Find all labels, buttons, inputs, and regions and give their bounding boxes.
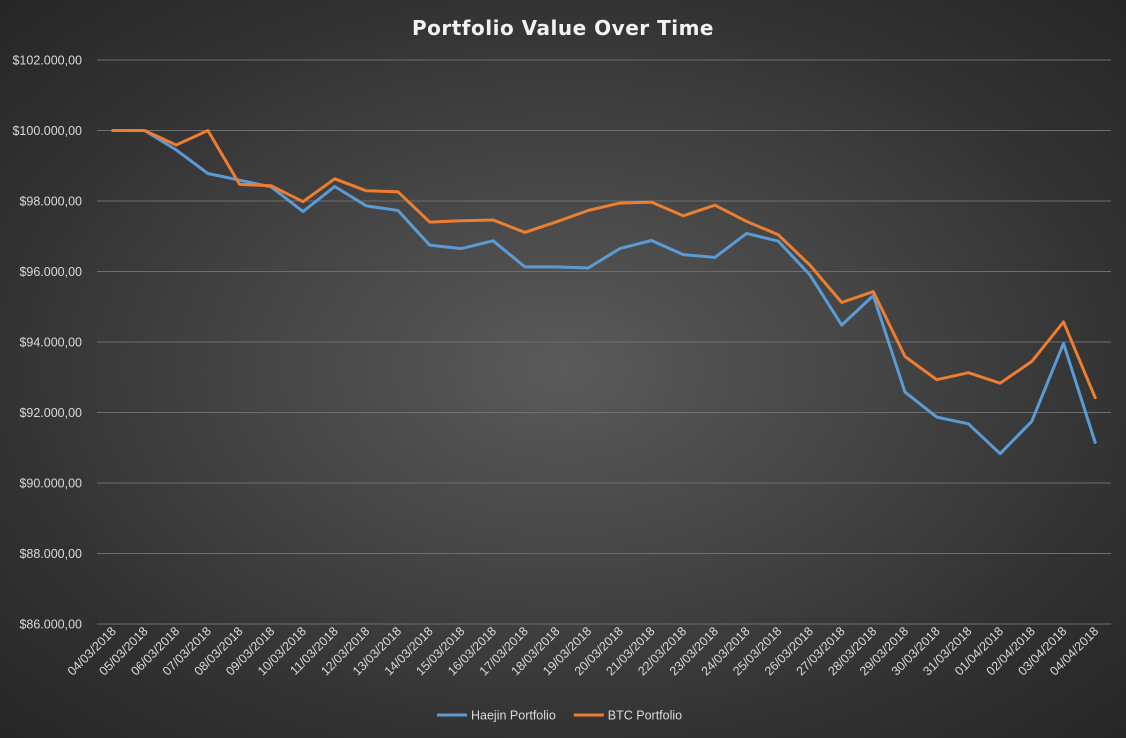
y-tick-label: $102.000,00 bbox=[12, 54, 82, 68]
y-tick-label: $98.000,00 bbox=[19, 195, 82, 209]
legend: Haejin Portfolio BTC Portfolio bbox=[437, 709, 682, 723]
series-line-haejin-portfolio bbox=[111, 129, 1097, 456]
gridlines bbox=[97, 59, 1111, 625]
y-axis: $86.000,00 $88.000,00 $90.000,00 $92.000,00… bbox=[12, 54, 82, 632]
legend-label-haejin-portfolio: Haejin Portfolio bbox=[471, 709, 556, 723]
chart-title: Portfolio Value Over Time bbox=[412, 16, 714, 40]
y-tick-label: $88.000,00 bbox=[19, 547, 82, 561]
y-tick-label: $94.000,00 bbox=[19, 336, 82, 350]
series-lines bbox=[111, 129, 1097, 456]
legend-label-btc-portfolio: BTC Portfolio bbox=[608, 709, 682, 723]
y-tick-label: $92.000,00 bbox=[19, 406, 82, 420]
x-axis: 04/03/201805/03/201806/03/201807/03/2018… bbox=[65, 624, 1101, 678]
y-tick-label: $86.000,00 bbox=[19, 618, 82, 632]
series-line-btc-portfolio bbox=[111, 129, 1097, 400]
y-tick-label: $90.000,00 bbox=[19, 477, 82, 491]
y-tick-label: $96.000,00 bbox=[19, 265, 82, 279]
y-tick-label: $100.000,00 bbox=[12, 124, 82, 138]
